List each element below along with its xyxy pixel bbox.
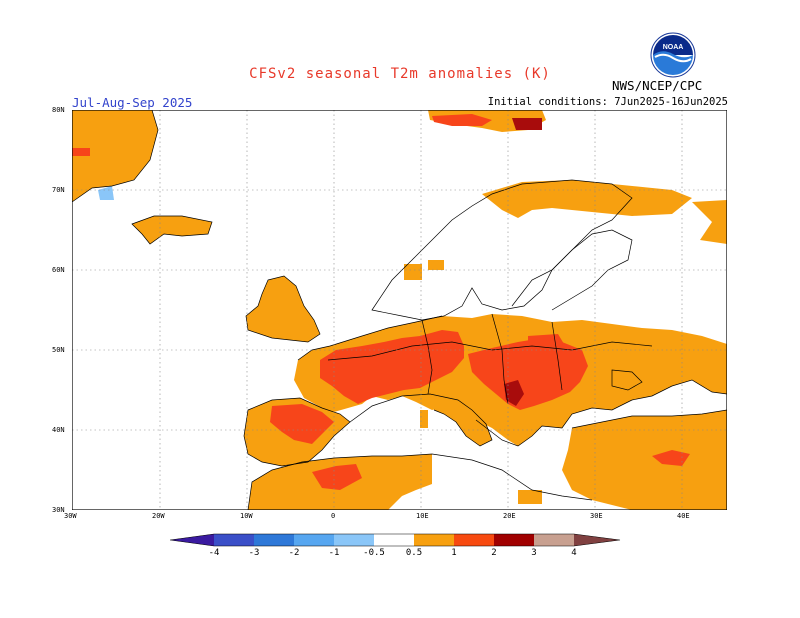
- lat-label-50n: 50N: [52, 346, 65, 354]
- colorbar: [170, 533, 621, 547]
- anomaly-map: [72, 110, 727, 510]
- anomaly-layer-negative: [98, 186, 114, 200]
- lon-label-10w: 10W: [240, 512, 253, 520]
- noaa-logo-text: NOAA: [663, 44, 684, 51]
- anomaly-layer-2-3: [504, 118, 542, 406]
- lon-label-30w: 30W: [64, 512, 77, 520]
- lon-label-10e: 10E: [416, 512, 429, 520]
- lon-label-20w: 20W: [152, 512, 165, 520]
- colorbar-label: -0.5: [363, 548, 385, 558]
- map-title: CFSv2 seasonal T2m anomalies (K): [249, 66, 551, 82]
- lat-label-60n: 60N: [52, 266, 65, 274]
- initial-conditions: Initial conditions: 7Jun2025-16Jun2025: [487, 96, 728, 108]
- lat-label-40n: 40N: [52, 426, 65, 434]
- colorbar-label: 2: [491, 548, 497, 558]
- lon-label-30e: 30E: [590, 512, 603, 520]
- lat-label-70n: 70N: [52, 186, 65, 194]
- colorbar-label: 0.5: [405, 548, 423, 558]
- colorbar-label: -2: [288, 548, 300, 558]
- forecast-period: Jul-Aug-Sep 2025: [72, 95, 193, 110]
- lat-label-30n: 30N: [52, 506, 65, 514]
- noaa-logo: NOAA: [650, 32, 696, 78]
- colorbar-label: -1: [328, 548, 340, 558]
- colorbar-label: -4: [208, 548, 220, 558]
- colorbar-label: 3: [531, 548, 537, 558]
- anomaly-layer-1-2: [72, 114, 690, 490]
- lon-label-20e: 20E: [503, 512, 516, 520]
- colorbar-label: 1: [451, 548, 457, 558]
- organization-label: NWS/NCEP/CPC: [612, 78, 703, 93]
- lon-label-0: 0: [331, 512, 336, 520]
- colorbar-label: -3: [248, 548, 260, 558]
- colorbar-label: 4: [571, 548, 577, 558]
- lat-label-80n: 80N: [52, 106, 65, 114]
- lon-label-40e: 40E: [677, 512, 690, 520]
- graticule: [72, 110, 727, 510]
